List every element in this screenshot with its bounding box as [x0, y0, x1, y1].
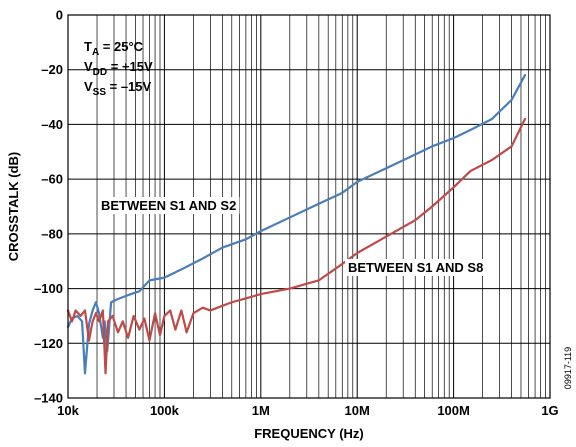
plot-frame	[67, 14, 551, 399]
series-layer	[66, 74, 527, 375]
series-line-1	[66, 74, 527, 375]
condition-subscript: SS	[93, 87, 107, 98]
series-label-s8: BETWEEN S1 AND S8	[348, 260, 483, 275]
condition-value: = 25°C	[99, 39, 143, 54]
condition-value: = +15V	[107, 59, 153, 74]
series-label-s2: BETWEEN S1 AND S2	[101, 198, 236, 213]
condition-symbol: V	[84, 59, 93, 74]
y-tick-label: –140	[34, 391, 63, 406]
series-label-s8-background	[345, 259, 487, 276]
x-tick-label: 100M	[437, 403, 470, 418]
x-axis-title: FREQUENCY (Hz)	[254, 426, 364, 441]
series-label-s2-background	[98, 197, 240, 214]
x-tick-label: 10k	[57, 403, 79, 418]
y-tick-label: –40	[41, 117, 63, 132]
y-tick-label: 0	[56, 8, 63, 23]
condition-line-2: VDD = +15V	[84, 59, 153, 78]
condition-subscript: DD	[93, 67, 107, 78]
y-tick-label: –20	[41, 62, 63, 77]
x-tick-label: 1M	[252, 403, 270, 418]
condition-line-1: TA = 25°C	[84, 39, 144, 58]
x-tick-label: 100k	[150, 403, 180, 418]
y-tick-label: –120	[34, 336, 63, 351]
x-tick-label: 1G	[541, 403, 558, 418]
y-tick-label: –100	[34, 281, 63, 296]
series-line-2	[66, 117, 527, 375]
condition-value: = –15V	[106, 79, 152, 94]
condition-line-3: VSS = –15V	[84, 79, 152, 98]
figure-code: 09917-119	[563, 347, 573, 389]
y-axis-title: CROSSTALK (dB)	[6, 152, 21, 262]
tick-labels: 10k 100k 1M 10M 100M 1G 0 –20 –40 –60 –80 –100 –120 –…	[34, 8, 559, 419]
x-tick-label: 10M	[345, 403, 370, 418]
condition-symbol: T	[84, 39, 92, 54]
condition-symbol: V	[84, 79, 93, 94]
condition-subscript: A	[92, 47, 99, 58]
y-tick-label: –80	[41, 226, 63, 241]
y-tick-label: –60	[41, 172, 63, 187]
